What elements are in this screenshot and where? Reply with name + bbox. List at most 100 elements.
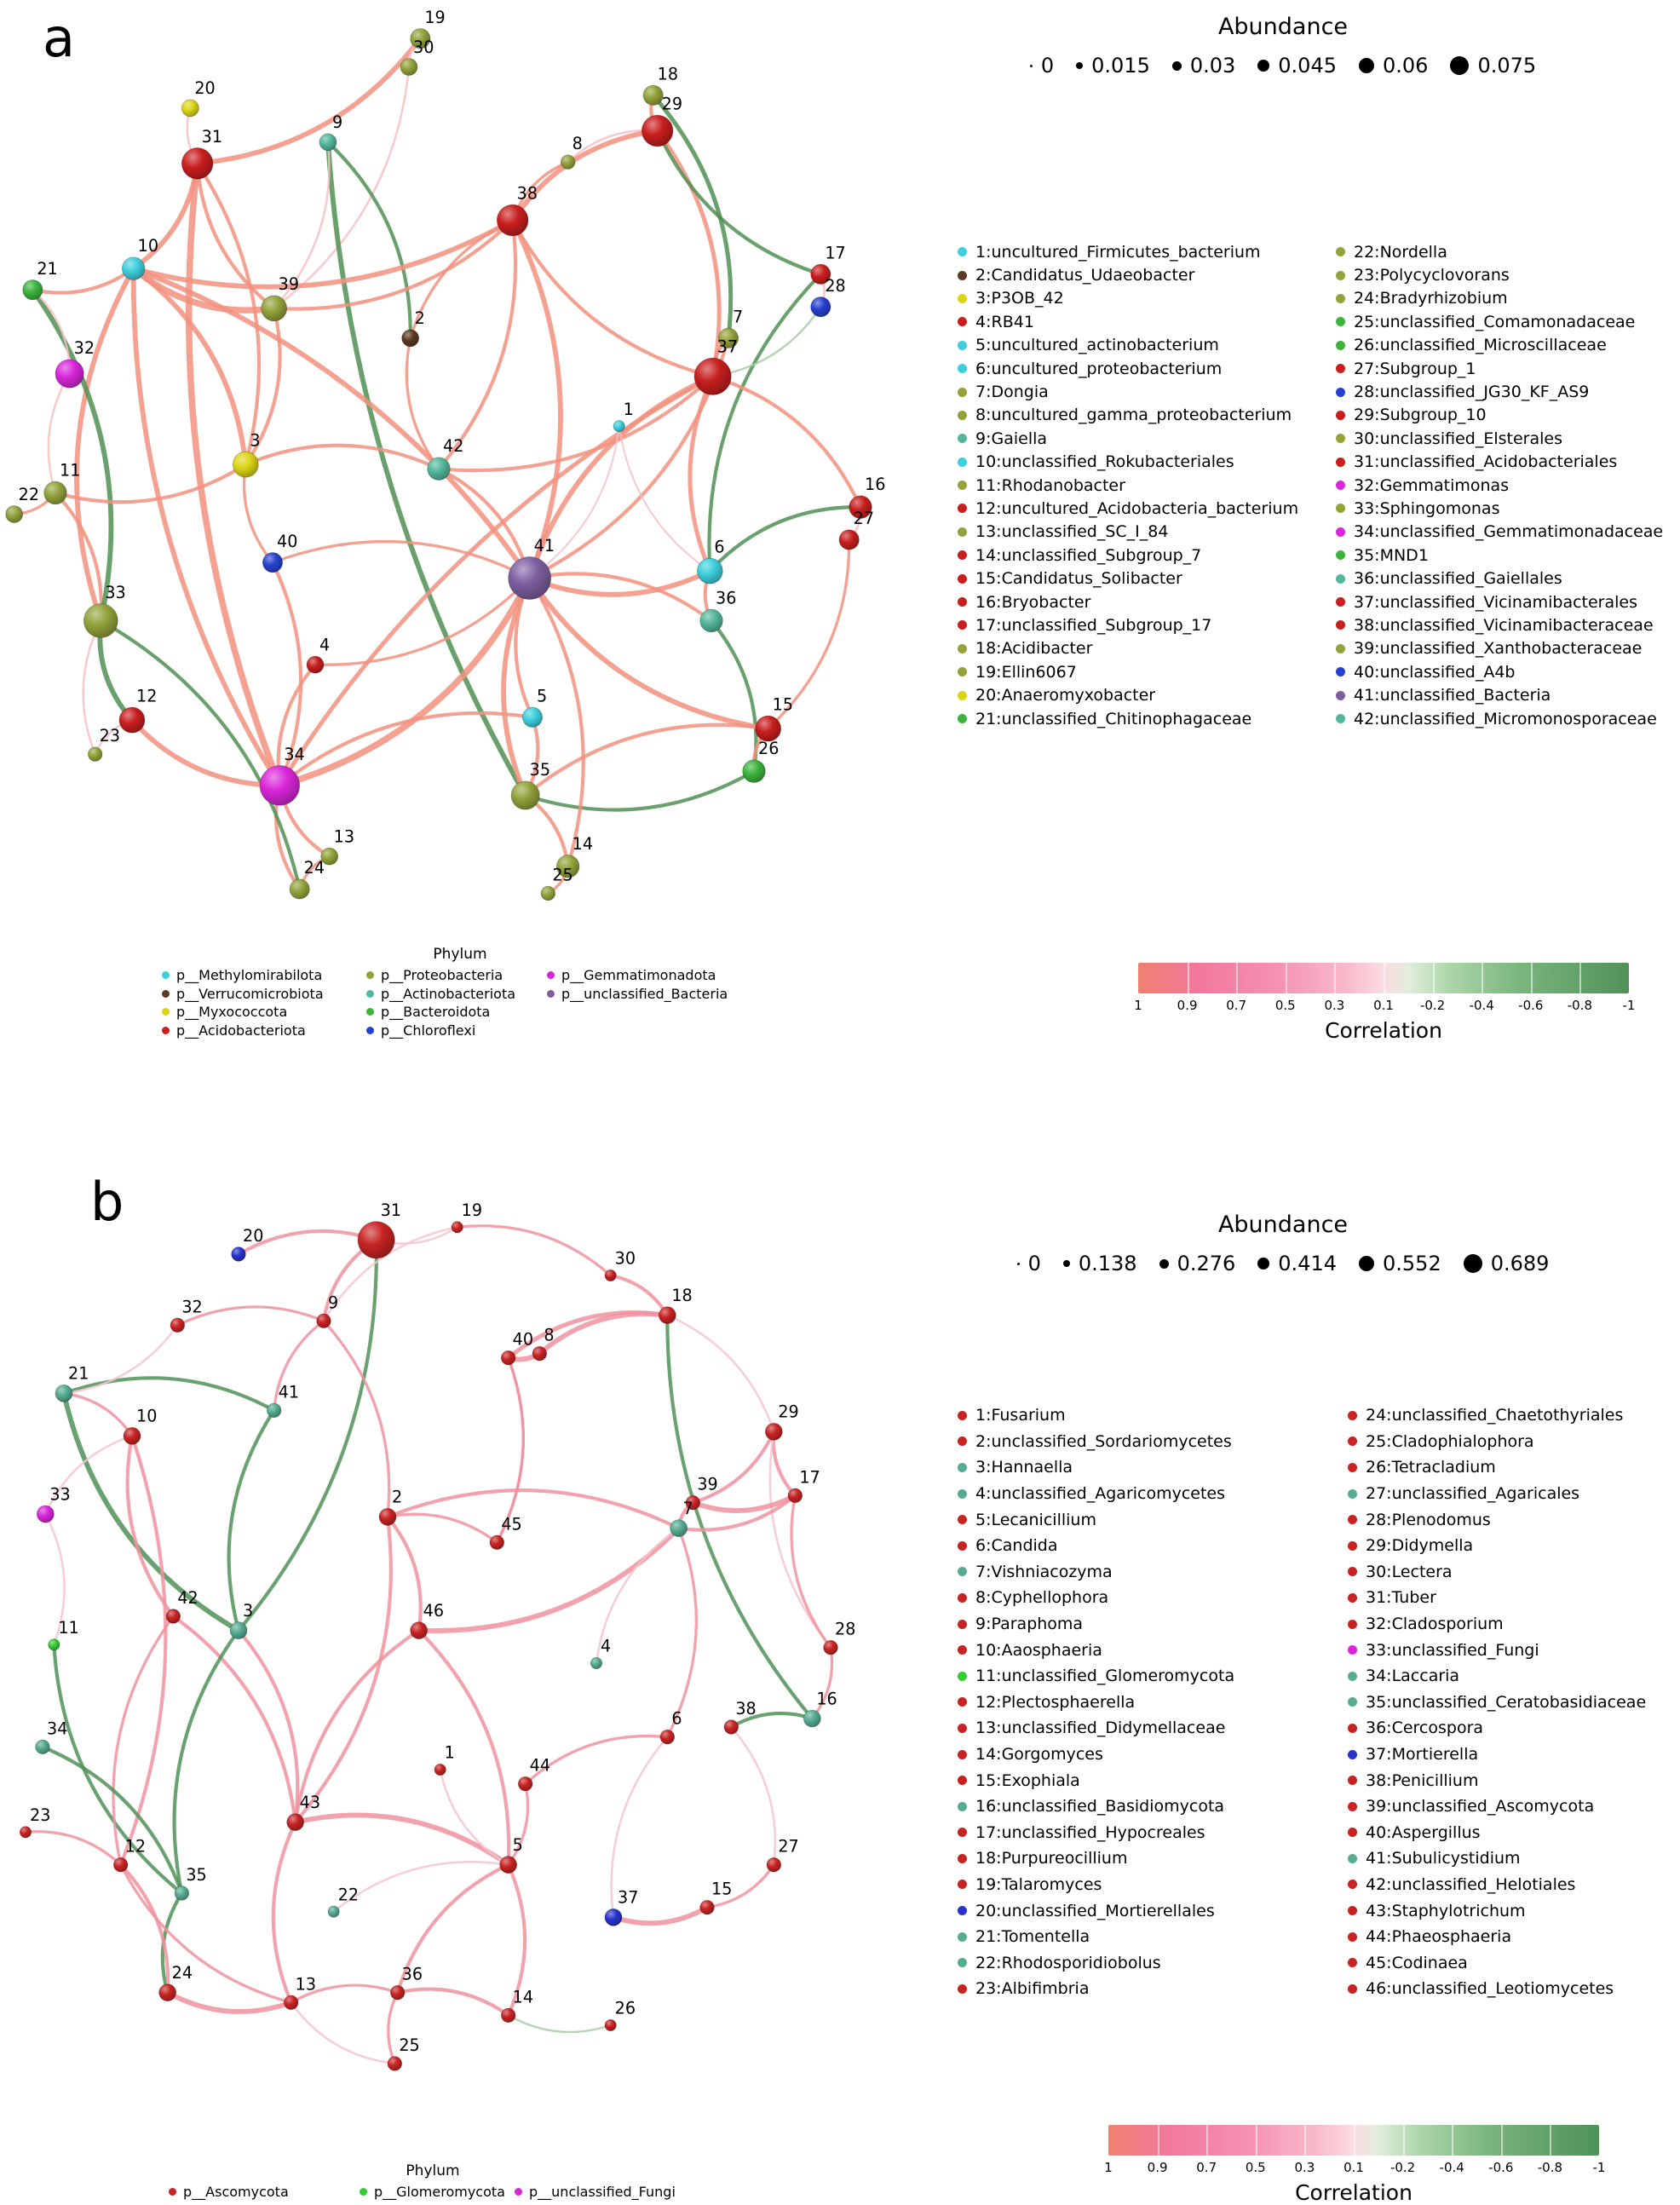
network-node-8: [560, 154, 576, 170]
network-edge: [118, 1862, 170, 1995]
network-edge: [186, 160, 284, 789]
node-label: 6: [671, 1709, 682, 1729]
legend-item: 14:Gorgomyces: [958, 1742, 1234, 1768]
legend-label: 6:uncultured_proteobacterium: [975, 359, 1223, 378]
colorbar-separator: [1206, 2125, 1209, 2156]
legend-dot: [1348, 1983, 1357, 1994]
legend-item: 23:Polycyclovorans: [1336, 263, 1663, 286]
phylum-dot: [162, 971, 170, 980]
network-node-23: [87, 746, 103, 762]
network-node-6: [696, 557, 723, 584]
node-label: 27: [854, 509, 874, 528]
legend-item: 21:Tomentella: [958, 1924, 1234, 1950]
node-label: 40: [277, 532, 297, 551]
abundance-item: 0: [1029, 54, 1054, 78]
abundance-item: 0: [1016, 1252, 1041, 1275]
network-b: 1234567891011121314151617181920212223242…: [19, 1200, 855, 2071]
node-label: 37: [717, 337, 738, 357]
legend-dot: [1348, 1958, 1357, 1968]
legend-item: 29:Didymella: [1348, 1533, 1646, 1559]
phylum-item: p__Proteobacteria: [366, 966, 547, 985]
network-node-15: [699, 1899, 715, 1915]
phylum-dot: [366, 1026, 374, 1034]
node-label: 17: [799, 1467, 820, 1487]
network-node-42: [165, 1609, 181, 1624]
node-label: 37: [618, 1888, 638, 1908]
network-edge: [688, 374, 716, 573]
legend-dot: [1336, 597, 1345, 607]
node-label: 10: [136, 1407, 157, 1426]
network-edge: [385, 1515, 423, 1632]
legend-dot: [958, 481, 967, 491]
node-label: 29: [778, 1402, 798, 1422]
network-node-40: [262, 552, 284, 573]
legend-label: 28:unclassified_JG30_KF_AS9: [1354, 383, 1590, 402]
network-node-26: [742, 759, 766, 783]
network-edge: [768, 1431, 832, 1649]
abundance-dot: [1159, 1258, 1169, 1269]
phylum-dot: [169, 2188, 176, 2196]
network-node-42: [427, 457, 451, 481]
legend-item: 34:unclassified_Gemmatimonadaceae: [1336, 521, 1663, 544]
node-label: 17: [825, 244, 845, 263]
phylum-columns: p__Ascomycotap__Basidiomycotap__Glomerom…: [135, 2183, 731, 2205]
colorbar-tick: -0.4: [1439, 2160, 1464, 2175]
phylum-title: Phylum: [433, 946, 487, 963]
network-node-14: [555, 855, 580, 878]
legend-dot: [1336, 690, 1345, 700]
legend-label: 24:Bradyrhizobium: [1354, 289, 1508, 308]
legend-item: 46:unclassified_Leotiomycetes: [1348, 1976, 1646, 2002]
abundance-value: 0.06: [1383, 54, 1429, 78]
node-label: 12: [136, 687, 157, 706]
abundance-value: 0.689: [1490, 1252, 1550, 1275]
legend-dot: [958, 1436, 967, 1447]
network-node-34: [35, 1739, 50, 1755]
network-node-33: [36, 1505, 55, 1523]
phylum-columns: p__Methylomirabilota p__Verrucomicrobiota…: [128, 966, 792, 1039]
legend-item: 39:unclassified_Ascomycota: [1348, 1793, 1646, 1820]
legend-dot: [958, 597, 967, 607]
node-label: 29: [662, 94, 682, 113]
network-edge: [729, 1711, 814, 1730]
legend-dot: [1348, 1592, 1357, 1603]
network-edge: [395, 1862, 510, 1995]
network-node-14: [500, 2007, 516, 2024]
colorbar-tick: 1: [1104, 2160, 1113, 2175]
node-label: 26: [758, 739, 779, 758]
legend-dot: [958, 690, 967, 700]
legend-item: 32:Gemmatimonas: [1336, 474, 1663, 497]
legend-item: 31:Tuber: [1348, 1585, 1646, 1611]
legend-item: 12:Plectosphaerella: [958, 1690, 1234, 1716]
node-label: 41: [279, 1382, 299, 1402]
legend-label: 38:unclassified_Vicinamibacteraceae: [1354, 615, 1654, 635]
legend-item: 42:unclassified_Helotiales: [1348, 1872, 1646, 1898]
legend-dot: [958, 643, 967, 653]
colorbar-label: Correlation: [1325, 1018, 1442, 1043]
legend-label: 12:uncultured_Acidobacteria_bacterium: [975, 498, 1299, 518]
legend-item: 31:unclassified_Acidobacteriales: [1336, 451, 1663, 474]
colorbar-separator: [1304, 2125, 1307, 2156]
legend-item: 30:Lectera: [1348, 1559, 1646, 1586]
legend-dot: [958, 620, 967, 630]
colorbar-tick: -0.2: [1389, 2160, 1416, 2175]
phylum-column: p__Methylomirabilota p__Verrucomicrobiota…: [162, 966, 366, 1039]
correlation-colorbar-a: 1 0.9 0.7 0.5 0.3 0.1 -0.2 -0.4 -0.6 -0.8 -1 Corre…: [1134, 963, 1635, 1043]
legend-dot: [958, 1723, 967, 1733]
node-label: 10: [138, 236, 158, 256]
node-label: 11: [58, 1618, 78, 1638]
network-node-25: [540, 885, 556, 901]
legend-label: 46:unclassified_Leotiomycetes: [1366, 1979, 1614, 1999]
phylum-label: p__Gemmatimonadota: [561, 967, 716, 984]
network-node-29: [641, 114, 674, 147]
node-label: 32: [74, 338, 95, 358]
legend-dot: [1348, 1410, 1357, 1420]
network-edge: [278, 711, 535, 787]
legend-item: 7:Vishniacozyma: [958, 1559, 1234, 1586]
legend-item: 28:Plenodomus: [1348, 1506, 1646, 1533]
network-node-12: [118, 706, 146, 734]
legend-label: 1:Fusarium: [975, 1406, 1066, 1425]
node-label: 30: [413, 37, 434, 57]
node-label: 22: [19, 485, 39, 504]
network-edge: [31, 267, 135, 295]
legend-label: 9:Gaiella: [975, 429, 1048, 448]
